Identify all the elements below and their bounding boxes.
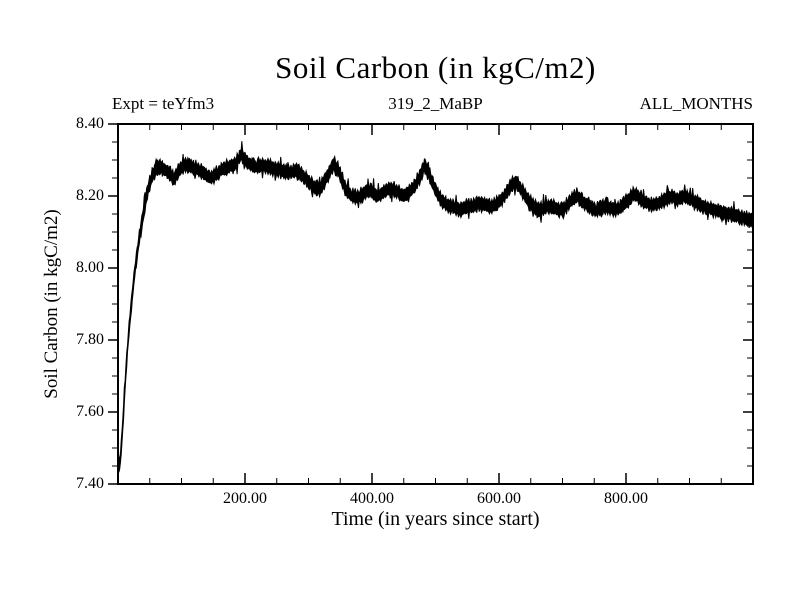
y-tick-label: 7.60 <box>76 403 104 420</box>
experiment-label: Expt = teYfm3 <box>112 94 215 113</box>
x-tick-label: 200.00 <box>223 490 267 507</box>
x-tick-label: 800.00 <box>604 490 648 507</box>
y-tick-label: 7.40 <box>76 475 104 492</box>
run-id-label: 319_2_MaBP <box>388 94 483 113</box>
x-tick-label: 600.00 <box>477 490 521 507</box>
y-tick-label: 7.80 <box>76 331 104 348</box>
months-label: ALL_MONTHS <box>639 94 753 113</box>
y-axis-title: Soil Carbon (in kgC/m2) <box>41 209 62 399</box>
x-axis-title: Time (in years since start) <box>331 508 540 530</box>
soil-carbon-series-band <box>117 141 754 473</box>
y-tick-label: 8.40 <box>76 115 104 132</box>
x-tick-label: 400.00 <box>350 490 394 507</box>
chart-title: Soil Carbon (in kgC/m2) <box>275 50 596 85</box>
y-tick-label: 8.20 <box>76 187 104 204</box>
y-tick-label: 8.00 <box>76 259 104 276</box>
